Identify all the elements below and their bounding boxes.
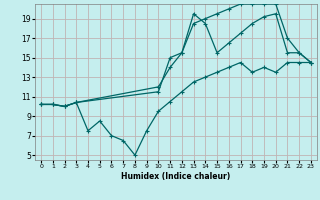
X-axis label: Humidex (Indice chaleur): Humidex (Indice chaleur) xyxy=(121,172,231,181)
